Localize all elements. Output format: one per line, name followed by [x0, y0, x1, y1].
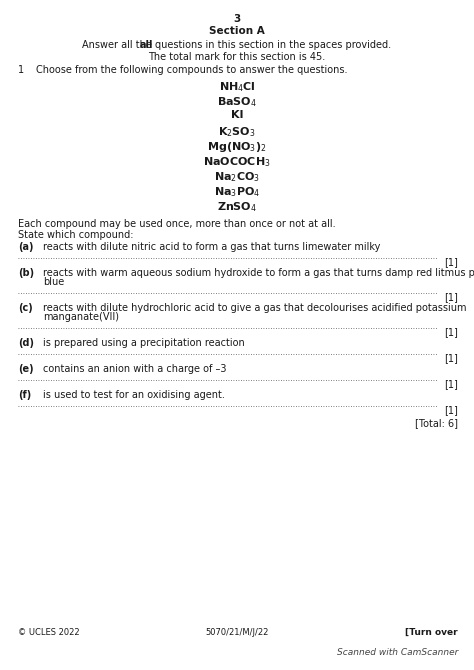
Text: reacts with dilute hydrochloric acid to give a gas that decolourises acidified p: reacts with dilute hydrochloric acid to …	[43, 303, 466, 313]
Text: The total mark for this section is 45.: The total mark for this section is 45.	[148, 52, 326, 62]
Text: (f): (f)	[18, 390, 31, 400]
Text: (d): (d)	[18, 338, 34, 348]
Text: blue: blue	[43, 277, 64, 287]
Text: contains an anion with a charge of –3: contains an anion with a charge of –3	[43, 364, 227, 374]
Text: Na$_3$PO$_4$: Na$_3$PO$_4$	[214, 185, 260, 199]
Text: reacts with dilute nitric acid to form a gas that turns limewater milky: reacts with dilute nitric acid to form a…	[43, 242, 380, 252]
Text: KI: KI	[231, 110, 243, 120]
Text: Na$_2$CO$_3$: Na$_2$CO$_3$	[214, 170, 260, 184]
Text: BaSO$_4$: BaSO$_4$	[217, 95, 257, 109]
Text: manganate(VII): manganate(VII)	[43, 312, 119, 322]
Text: is used to test for an oxidising agent.: is used to test for an oxidising agent.	[43, 390, 225, 400]
Text: Section A: Section A	[209, 26, 265, 36]
Text: Answer all the questions in this section in the spaces provided.: Answer all the questions in this section…	[82, 40, 392, 50]
Text: Each compound may be used once, more than once or not at all.: Each compound may be used once, more tha…	[18, 219, 336, 229]
Text: 5070/21/M/J/22: 5070/21/M/J/22	[205, 628, 269, 637]
Text: all: all	[140, 40, 153, 50]
Text: [1]: [1]	[444, 327, 458, 337]
Text: (a): (a)	[18, 242, 34, 252]
Text: K$_2$SO$_3$: K$_2$SO$_3$	[218, 125, 256, 139]
Text: Choose from the following compounds to answer the questions.: Choose from the following compounds to a…	[36, 65, 347, 75]
Text: Scanned with CamScanner: Scanned with CamScanner	[337, 648, 458, 657]
Text: [Turn over: [Turn over	[405, 628, 458, 637]
Text: is prepared using a precipitation reaction: is prepared using a precipitation reacti…	[43, 338, 245, 348]
Text: [1]: [1]	[444, 405, 458, 415]
Text: (c): (c)	[18, 303, 33, 313]
Text: NH$_4$Cl: NH$_4$Cl	[219, 80, 255, 94]
Text: ZnSO$_4$: ZnSO$_4$	[217, 200, 257, 214]
Text: Mg(NO$_3$)$_2$: Mg(NO$_3$)$_2$	[207, 140, 267, 154]
Text: [1]: [1]	[444, 257, 458, 267]
Text: State which compound:: State which compound:	[18, 230, 134, 240]
Text: NaOCOCH$_3$: NaOCOCH$_3$	[203, 155, 271, 169]
Text: [1]: [1]	[444, 379, 458, 389]
Text: © UCLES 2022: © UCLES 2022	[18, 628, 80, 637]
Text: 1: 1	[18, 65, 24, 75]
Text: [1]: [1]	[444, 353, 458, 363]
Text: (b): (b)	[18, 268, 34, 278]
Text: (e): (e)	[18, 364, 34, 374]
Text: 3: 3	[233, 14, 241, 24]
Text: [1]: [1]	[444, 292, 458, 302]
Text: [Total: 6]: [Total: 6]	[415, 418, 458, 428]
Text: reacts with warm aqueous sodium hydroxide to form a gas that turns damp red litm: reacts with warm aqueous sodium hydroxid…	[43, 268, 474, 278]
